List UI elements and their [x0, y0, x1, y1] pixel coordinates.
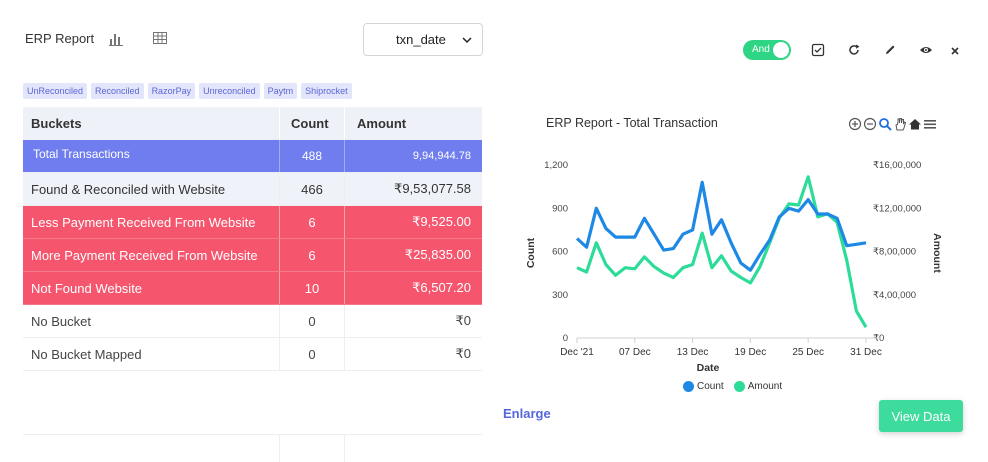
- bucket-amount: ₹0: [344, 305, 482, 337]
- x-tick-label: Dec '21: [560, 347, 594, 358]
- tag-shiprocket[interactable]: Shiprocket: [301, 83, 352, 99]
- tag-reconciled[interactable]: Reconciled: [91, 83, 144, 99]
- table-row[interactable]: No Bucket 0 ₹0: [23, 305, 482, 338]
- bucket-name: Less Payment Received From Website: [31, 214, 256, 230]
- y2-tick-label: ₹8,00,000: [873, 247, 916, 258]
- table-footer-row: [23, 434, 482, 462]
- bucket-count: 0: [279, 305, 344, 337]
- series-line-count[interactable]: [575, 180, 867, 272]
- legend-label-count: Count: [697, 381, 724, 392]
- zoom-out-icon[interactable]: [863, 117, 877, 131]
- table-row[interactable]: Total Transactions 488 9,94,944.78: [23, 140, 482, 173]
- bucket-amount: ₹9,525.00: [344, 206, 482, 238]
- y-tick-label: 0: [563, 333, 568, 344]
- tag-paytm[interactable]: Paytm: [263, 83, 298, 99]
- table-row[interactable]: No Bucket Mapped 0 ₹0: [23, 338, 482, 371]
- x-axis-label: Date: [697, 362, 720, 374]
- tag-unreconciled[interactable]: UnReconciled: [23, 83, 88, 99]
- x-tick-label: 25 Dec: [792, 347, 824, 358]
- pan-hand-icon[interactable]: [893, 117, 907, 131]
- bucket-count: 0: [279, 338, 344, 370]
- bar-chart-icon[interactable]: [108, 30, 124, 46]
- date-field-select-value: txn_date: [396, 32, 446, 47]
- x-tick-label: 07 Dec: [619, 347, 651, 358]
- bucket-name: More Payment Received From Website: [31, 247, 258, 263]
- bucket-count: 10: [279, 272, 344, 304]
- eye-icon[interactable]: [919, 43, 933, 57]
- legend-item-amount[interactable]: Amount: [733, 381, 783, 392]
- header-count[interactable]: Count: [279, 107, 344, 139]
- bucket-count: 6: [279, 239, 344, 271]
- bucket-name: Total Transactions: [33, 147, 130, 161]
- report-title: ERP Report: [25, 31, 95, 46]
- view-data-button[interactable]: View Data: [879, 400, 963, 432]
- legend-label-amount: Amount: [747, 381, 783, 392]
- bucket-name: No Bucket: [31, 313, 91, 329]
- tag-unreconciled-2[interactable]: Unreconciled: [199, 83, 260, 99]
- tag-razorpay[interactable]: RazorPay: [147, 83, 196, 99]
- chart-toolbar: [848, 117, 937, 131]
- bucket-amount: ₹6,507.20: [344, 272, 482, 304]
- table-row[interactable]: Found & Reconciled with Website 466 ₹9,5…: [23, 173, 482, 206]
- bucket-count: 6: [279, 206, 344, 238]
- and-toggle-label: And: [752, 44, 770, 55]
- date-field-select[interactable]: txn_date: [363, 23, 483, 56]
- and-toggle[interactable]: And: [743, 40, 791, 60]
- zoom-in-icon[interactable]: [848, 117, 862, 131]
- bucket-count: 466: [279, 173, 344, 205]
- table-row[interactable]: Less Payment Received From Website 6 ₹9,…: [23, 206, 482, 239]
- close-icon[interactable]: [948, 43, 962, 57]
- legend-dot-count: [683, 381, 694, 392]
- bucket-name: Found & Reconciled with Website: [31, 181, 226, 197]
- selection-zoom-icon[interactable]: [878, 117, 892, 131]
- bucket-name: No Bucket Mapped: [31, 346, 142, 362]
- y2-tick-label: ₹16,00,000: [873, 160, 921, 171]
- y-tick-label: 1,200: [544, 160, 568, 171]
- series-line-amount[interactable]: [576, 175, 868, 329]
- chart-title: ERP Report - Total Transaction: [546, 116, 718, 130]
- y2-tick-label: ₹4,00,000: [873, 290, 916, 301]
- bucket-count: 488: [279, 140, 344, 172]
- y2-axis-label: Amount: [931, 233, 943, 273]
- checkbox-icon[interactable]: [811, 43, 825, 57]
- y-tick-label: 600: [552, 247, 568, 258]
- bucket-amount: 9,94,944.78: [344, 140, 482, 172]
- table-row[interactable]: More Payment Received From Website 6 ₹25…: [23, 239, 482, 272]
- menu-icon[interactable]: [923, 117, 937, 131]
- toggle-knob: [773, 42, 789, 58]
- table-row[interactable]: Not Found Website 10 ₹6,507.20: [23, 272, 482, 305]
- bucket-amount: ₹9,53,077.58: [344, 173, 482, 205]
- filter-tags: UnReconciled Reconciled RazorPay Unrecon…: [23, 83, 352, 99]
- y-tick-label: 900: [552, 203, 568, 214]
- header-buckets[interactable]: Buckets: [31, 115, 82, 131]
- edit-icon[interactable]: [883, 43, 897, 57]
- y-axis-label: Count: [525, 237, 537, 268]
- buckets-table: Buckets Count Amount Total Transactions …: [23, 107, 482, 371]
- x-tick-label: 19 Dec: [735, 347, 767, 358]
- enlarge-link[interactable]: Enlarge: [503, 406, 551, 421]
- chart-legend: Count Amount: [683, 381, 782, 392]
- y2-tick-label: ₹12,00,000: [873, 203, 921, 214]
- bucket-amount: ₹0: [344, 338, 482, 370]
- refresh-icon[interactable]: [847, 43, 861, 57]
- chevron-down-icon: [462, 37, 472, 44]
- legend-dot-amount: [733, 381, 745, 392]
- y-tick-label: 300: [552, 290, 568, 301]
- table-icon[interactable]: [152, 30, 168, 46]
- bucket-name: Not Found Website: [31, 280, 143, 296]
- x-tick-label: 13 Dec: [677, 347, 709, 358]
- home-icon[interactable]: [908, 117, 922, 131]
- legend-item-count[interactable]: Count: [683, 381, 724, 392]
- bucket-amount: ₹25,835.00: [344, 239, 482, 271]
- x-tick-label: 31 Dec: [850, 347, 882, 358]
- header-amount[interactable]: Amount: [344, 107, 482, 139]
- table-header-row: Buckets Count Amount: [23, 107, 482, 140]
